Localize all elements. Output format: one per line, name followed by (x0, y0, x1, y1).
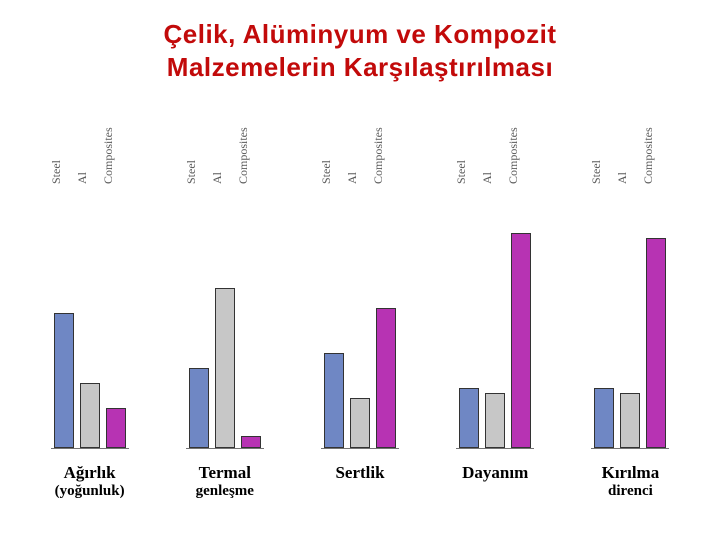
bar-al: Al (215, 188, 235, 448)
bar-rect (189, 368, 209, 448)
bar-rect (646, 238, 666, 448)
bar-label-steel: Steel (454, 160, 469, 184)
bars-group: Steel Al Composites (321, 188, 399, 449)
title-line-1: Çelik, Alüminyum ve Kompozit (164, 19, 557, 49)
bar-steel: Steel (189, 188, 209, 448)
x-label-main: Sertlik (292, 463, 427, 483)
bar-composites: Composites (376, 188, 396, 448)
bar-label-al: Al (615, 172, 630, 184)
bar-composites: Composites (106, 188, 126, 448)
bar-rect (459, 388, 479, 448)
bar-label-composites: Composites (641, 127, 656, 184)
chart-weight: Steel Al Composites (51, 188, 129, 449)
bar-label-al: Al (345, 172, 360, 184)
bar-composites: Composites (646, 188, 666, 448)
x-axis-labels-row: Ağırlık(yoğunluk)TermalgenleşmeSertlikDa… (0, 449, 720, 500)
bar-rect (485, 393, 505, 448)
bars-group: Steel Al Composites (591, 188, 669, 449)
bar-label-composites: Composites (236, 127, 251, 184)
bar-rect (511, 233, 531, 448)
bar-label-composites: Composites (506, 127, 521, 184)
bars-group: Steel Al Composites (456, 188, 534, 449)
bar-steel: Steel (54, 188, 74, 448)
x-label-weight: Ağırlık(yoğunluk) (22, 463, 157, 500)
bar-composites: Composites (241, 188, 261, 448)
x-label-sub: (yoğunluk) (22, 483, 157, 500)
x-label-main: Dayanım (428, 463, 563, 483)
bar-label-al: Al (75, 172, 90, 184)
bars-group: Steel Al Composites (186, 188, 264, 449)
bar-rect (376, 308, 396, 448)
x-label-main: Kırılma (563, 463, 698, 483)
title-line-2: Malzemelerin Karşılaştırılması (167, 52, 553, 82)
bar-label-al: Al (210, 172, 225, 184)
bar-label-steel: Steel (49, 160, 64, 184)
bar-rect (594, 388, 614, 448)
bar-steel: Steel (594, 188, 614, 448)
x-label-sub: direnci (563, 483, 698, 500)
x-label-fracture: Kırılmadirenci (563, 463, 698, 500)
bar-al: Al (350, 188, 370, 448)
bar-label-composites: Composites (101, 127, 116, 184)
bar-al: Al (485, 188, 505, 448)
x-label-sub: genleşme (157, 483, 292, 500)
bar-label-al: Al (480, 172, 495, 184)
chart-thermal: Steel Al Composites (186, 188, 264, 449)
bar-rect (54, 313, 74, 448)
bar-label-steel: Steel (589, 160, 604, 184)
x-label-hardness: Sertlik (292, 463, 427, 500)
bar-steel: Steel (324, 188, 344, 448)
bar-composites: Composites (511, 188, 531, 448)
bar-rect (324, 353, 344, 448)
bar-label-composites: Composites (371, 127, 386, 184)
x-label-strength: Dayanım (428, 463, 563, 500)
bar-label-steel: Steel (319, 160, 334, 184)
bar-rect (106, 408, 126, 448)
page-title: Çelik, Alüminyum ve Kompozit Malzemeleri… (0, 0, 720, 89)
bar-steel: Steel (459, 188, 479, 448)
bars-group: Steel Al Composites (51, 188, 129, 449)
bar-rect (215, 288, 235, 448)
bar-al: Al (620, 188, 640, 448)
bar-rect (241, 436, 261, 448)
bar-rect (80, 383, 100, 448)
bar-rect (350, 398, 370, 448)
bar-al: Al (80, 188, 100, 448)
x-label-main: Termal (157, 463, 292, 483)
chart-hardness: Steel Al Composites (321, 188, 399, 449)
charts-row: SteelAlCompositesSteelAlCompositesSteelA… (0, 89, 720, 449)
bar-rect (620, 393, 640, 448)
x-label-main: Ağırlık (22, 463, 157, 483)
bar-label-steel: Steel (184, 160, 199, 184)
x-label-thermal: Termalgenleşme (157, 463, 292, 500)
chart-fracture: Steel Al Composites (591, 188, 669, 449)
chart-strength: Steel Al Composites (456, 188, 534, 449)
